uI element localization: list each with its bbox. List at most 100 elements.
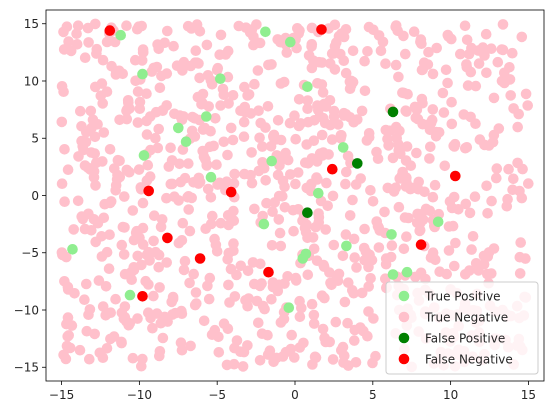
true-positive-point	[283, 302, 295, 314]
true-negative-point	[491, 163, 503, 174]
true-positive-point	[115, 29, 126, 41]
true-positive-point	[401, 266, 413, 278]
true-negative-point	[411, 147, 422, 159]
true-negative-point	[263, 59, 274, 71]
true-negative-point	[121, 20, 132, 32]
true-negative-point	[178, 264, 190, 276]
true-negative-point	[101, 36, 113, 48]
true-negative-point	[64, 342, 76, 354]
true-negative-point	[461, 34, 473, 46]
y-tick-label: 0	[31, 189, 39, 203]
true-negative-point	[123, 97, 134, 108]
true-negative-point	[497, 19, 509, 30]
true-negative-point	[223, 279, 234, 291]
x-tick-label: 5	[369, 388, 377, 402]
true-negative-point	[320, 101, 332, 112]
true-negative-point	[215, 29, 227, 41]
true-negative-point	[277, 175, 289, 187]
true-negative-point	[427, 191, 439, 203]
true-negative-point	[237, 361, 249, 372]
true-negative-point	[356, 105, 368, 117]
true-negative-point	[189, 299, 201, 311]
true-negative-point	[104, 144, 116, 155]
true-negative-point	[141, 88, 152, 99]
true-negative-point	[398, 243, 410, 255]
true-negative-point	[84, 353, 95, 365]
true-negative-point	[59, 144, 70, 155]
true-negative-point	[286, 329, 298, 341]
true-negative-point	[439, 160, 451, 172]
true-negative-point	[478, 250, 490, 262]
true-negative-point	[430, 131, 442, 142]
true-negative-point	[267, 206, 278, 217]
true-negative-point	[474, 134, 486, 145]
true-negative-point	[306, 41, 317, 52]
true-negative-point	[204, 272, 216, 284]
true-negative-point	[320, 224, 332, 235]
true-negative-point	[522, 100, 533, 111]
y-tick-label: −15	[14, 361, 39, 375]
true-negative-point	[290, 275, 302, 286]
true-negative-point	[477, 42, 489, 53]
true-negative-point	[486, 43, 497, 54]
true-negative-point	[121, 105, 132, 117]
true-negative-point	[359, 55, 370, 67]
true-negative-point	[72, 20, 84, 32]
true-negative-point	[69, 288, 80, 299]
true-negative-point	[359, 254, 370, 266]
true-negative-point	[201, 39, 213, 51]
true-negative-point	[83, 309, 94, 321]
false-negative-point	[225, 186, 237, 198]
true-negative-point	[184, 277, 195, 289]
true-negative-point	[375, 45, 387, 57]
legend-label: True Positive	[424, 289, 501, 303]
true-negative-point	[285, 169, 296, 180]
true-negative-point	[373, 222, 385, 233]
true-negative-point	[246, 147, 257, 158]
true-negative-point	[248, 31, 259, 42]
true-negative-point	[478, 258, 490, 270]
true-negative-point	[212, 62, 224, 74]
false-negative-point	[327, 163, 338, 175]
true-negative-point	[114, 114, 125, 126]
true-negative-point	[356, 287, 368, 299]
true-negative-point	[74, 344, 86, 356]
true-negative-point	[215, 100, 226, 111]
true-positive-point	[215, 73, 226, 84]
true-negative-point	[515, 237, 526, 248]
true-negative-point	[380, 124, 392, 136]
true-negative-point	[79, 160, 91, 171]
true-negative-point	[254, 355, 266, 366]
true-negative-point	[150, 106, 162, 118]
true-negative-point	[431, 42, 443, 54]
true-negative-point	[372, 153, 384, 164]
true-negative-point	[182, 20, 194, 32]
true-negative-point	[167, 309, 178, 320]
true-negative-point	[505, 90, 516, 101]
true-negative-point	[127, 352, 139, 364]
true-negative-point	[229, 168, 240, 180]
true-negative-point	[272, 34, 284, 45]
true-negative-point	[349, 252, 361, 263]
true-negative-point	[57, 249, 68, 261]
true-negative-point	[121, 164, 133, 176]
true-negative-point	[85, 105, 97, 117]
true-negative-point	[415, 36, 426, 48]
true-negative-point	[93, 275, 105, 286]
true-negative-point	[344, 210, 356, 221]
true-negative-point	[96, 78, 108, 89]
true-negative-point	[153, 261, 164, 273]
true-negative-point	[382, 182, 394, 194]
false-negative-point	[450, 170, 461, 182]
true-negative-point	[450, 237, 461, 249]
true-negative-point	[63, 36, 74, 47]
true-negative-point	[255, 117, 266, 129]
true-negative-point	[89, 328, 100, 340]
true-negative-point	[220, 49, 231, 60]
true-negative-point	[507, 47, 518, 59]
true-negative-point	[261, 197, 272, 209]
true-negative-point	[116, 239, 128, 251]
x-tick-label: 15	[521, 388, 536, 402]
true-negative-point	[492, 56, 504, 68]
true-negative-point	[324, 267, 335, 278]
